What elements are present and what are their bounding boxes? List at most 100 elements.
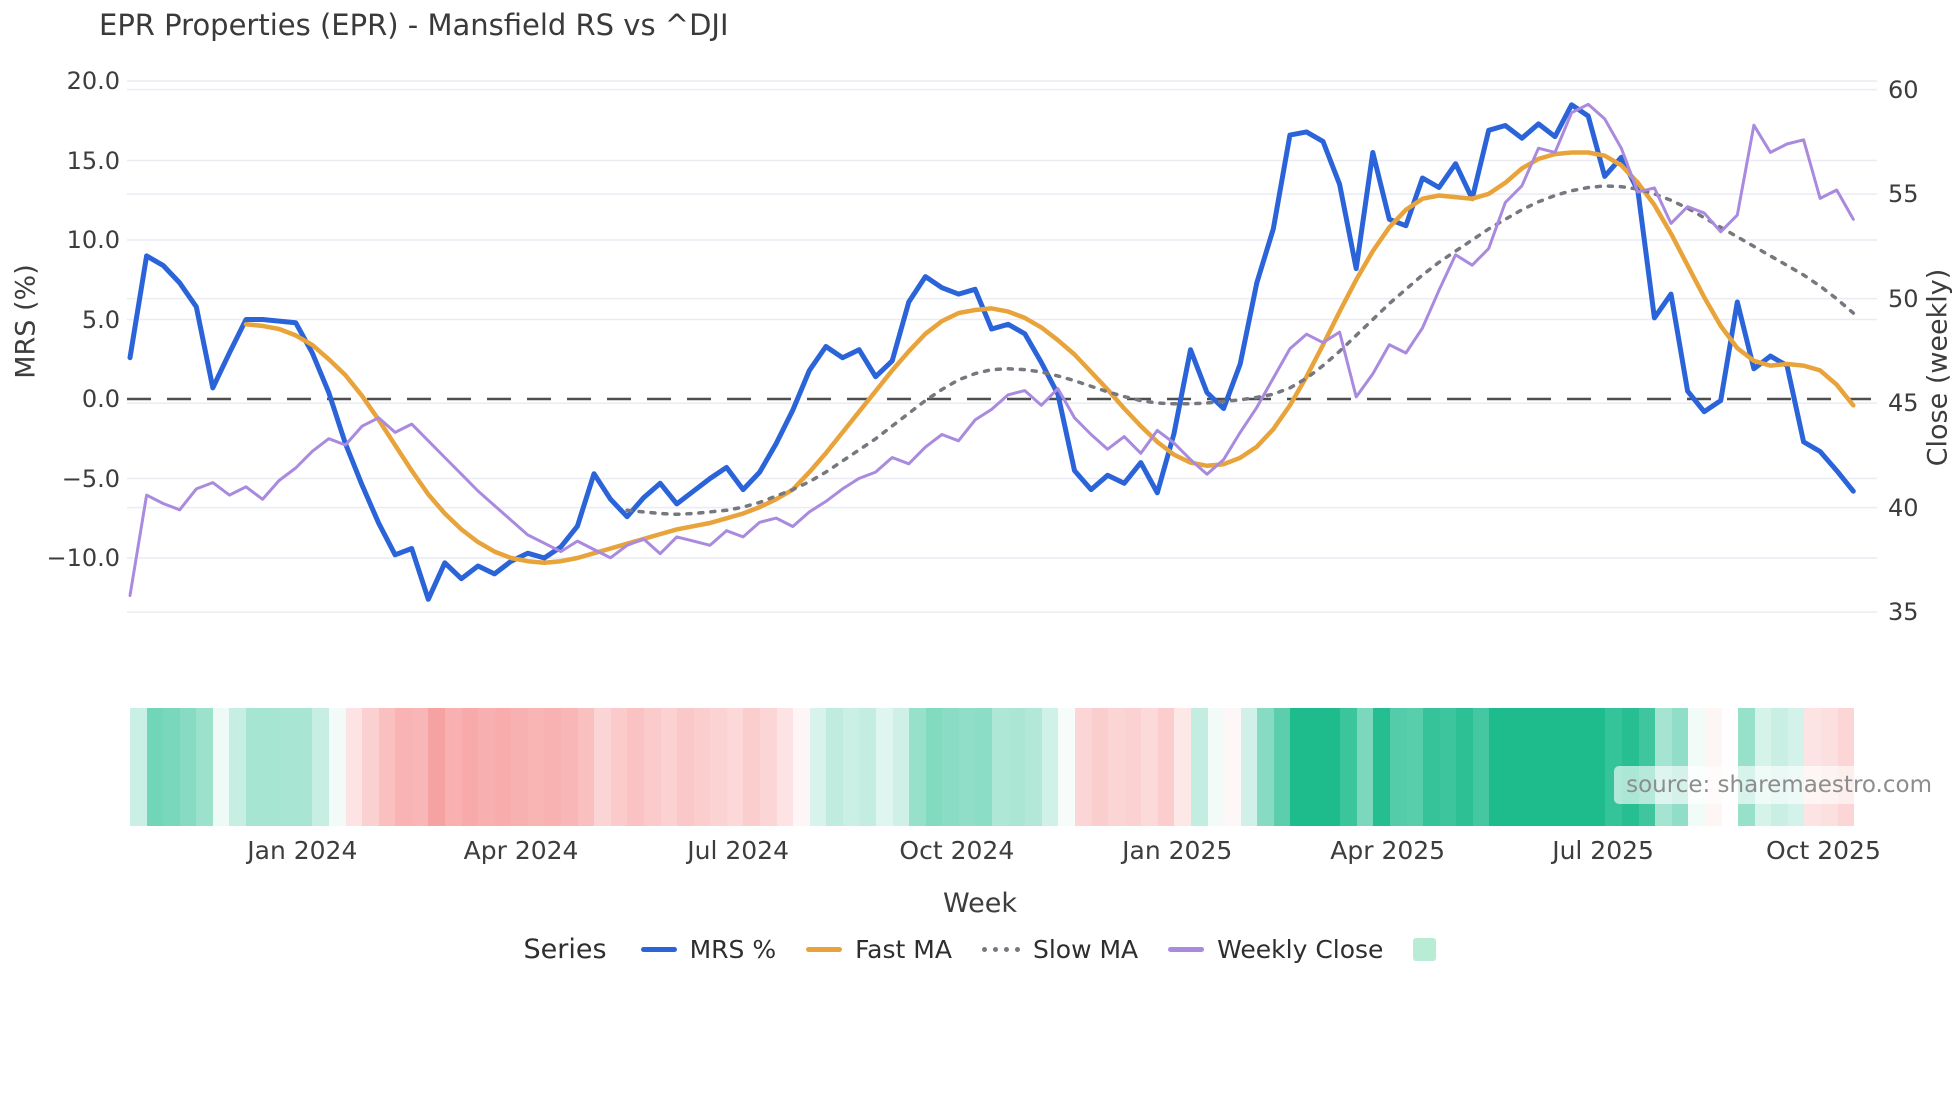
y-right-tick-label: 45 xyxy=(1888,389,1919,418)
y-left-tick-label: 15.0 xyxy=(66,146,120,175)
heatmap-cell xyxy=(362,708,379,826)
heatmap-cell xyxy=(1356,708,1374,826)
heatmap-cell xyxy=(1539,708,1556,826)
heatmap-cell xyxy=(295,708,313,826)
heatmap-cell xyxy=(1406,708,1424,826)
heatmap-cell xyxy=(1091,708,1109,826)
legend-item-slow-ma[interactable]: Slow MA xyxy=(981,935,1139,964)
heatmap-cell xyxy=(1323,708,1341,826)
heatmap-cell xyxy=(1124,708,1142,826)
legend-title: Series xyxy=(523,934,607,965)
heatmap-cell xyxy=(544,708,562,826)
heatmap-cell xyxy=(1273,708,1291,826)
heatmap-cell xyxy=(925,708,943,826)
heatmap-cell xyxy=(710,708,727,826)
heatmap-cell xyxy=(130,708,147,826)
y-right-tick-label: 50 xyxy=(1888,284,1919,313)
heatmap-cell xyxy=(958,708,976,826)
heatmap-cell xyxy=(1240,708,1258,826)
heatmap-cell xyxy=(511,708,528,826)
heatmap-cell xyxy=(1207,708,1225,826)
heatmap-cell xyxy=(1257,708,1274,826)
heatmap-cell xyxy=(1373,708,1390,826)
legend-item-mrs-[interactable]: MRS % xyxy=(640,935,777,964)
heatmap-cell xyxy=(428,708,445,826)
series-line-weekly-close xyxy=(128,102,1855,597)
heatmap-cell xyxy=(793,708,810,826)
heatmap-cell xyxy=(726,708,744,826)
heatmap-cell xyxy=(1505,708,1523,826)
heatmap-cell xyxy=(146,708,164,826)
heatmap-cell xyxy=(328,708,346,826)
series-line-fast-ma xyxy=(243,150,1856,566)
heatmap-cell xyxy=(759,708,777,826)
heatmap-cell xyxy=(395,708,412,826)
heatmap-cell xyxy=(1041,708,1059,826)
heatmap-cell xyxy=(826,708,843,826)
heatmap-cell xyxy=(594,708,611,826)
legend-item-fast-ma[interactable]: Fast MA xyxy=(806,935,952,964)
x-axis-title: Week xyxy=(943,888,1017,919)
heatmap-cell xyxy=(1572,708,1589,826)
heatmap-cell xyxy=(1489,708,1506,826)
y-right-tick-label: 60 xyxy=(1888,75,1919,104)
heatmap-cell xyxy=(312,708,329,826)
heatmap-cell xyxy=(1074,708,1092,826)
heatmap-cell xyxy=(1389,708,1407,826)
heatmap-cell xyxy=(909,708,926,826)
heatmap-cell xyxy=(179,708,197,826)
heatmap-cell xyxy=(610,708,628,826)
chart-title: EPR Properties (EPR) - Mansfield RS vs ^… xyxy=(99,8,729,42)
heatmap-cell xyxy=(163,708,180,826)
heatmap-cell xyxy=(494,708,512,826)
heatmap-cell xyxy=(643,708,661,826)
heatmap-cell xyxy=(279,708,296,826)
y-right-tick-label: 40 xyxy=(1888,493,1919,522)
heatmap-cell xyxy=(677,708,694,826)
heatmap-cell xyxy=(1307,708,1324,826)
x-tick-label: Jul 2025 xyxy=(1552,836,1654,865)
weekly-close-swatch-icon xyxy=(1168,947,1205,952)
heatmap-cell xyxy=(478,708,495,826)
heatmap-cell xyxy=(561,708,578,826)
heatmap-cell xyxy=(444,708,462,826)
legend-item-label: Weekly Close xyxy=(1217,935,1384,964)
legend-item-heatmap[interactable] xyxy=(1413,938,1437,961)
heatmap-cell xyxy=(1224,708,1241,826)
heatmap-cell xyxy=(809,708,827,826)
heatmap-cell xyxy=(262,708,280,826)
heatmap-cell xyxy=(229,708,247,826)
heatmap-cell xyxy=(776,708,794,826)
heatmap-cell xyxy=(842,708,860,826)
heatmap-cell xyxy=(527,708,545,826)
heatmap-cell xyxy=(246,708,263,826)
heatmap-cell xyxy=(345,708,363,826)
heatmap-cell xyxy=(876,708,893,826)
heatmap-cell xyxy=(1340,708,1357,826)
heatmap-cell xyxy=(1456,708,1473,826)
heatmap-cell xyxy=(1058,708,1075,826)
series-line-mrs- xyxy=(127,102,1856,602)
y-left-tick-label: 0.0 xyxy=(81,385,120,413)
heatmap-cell xyxy=(378,708,396,826)
heatmap-cell xyxy=(1025,708,1042,826)
y-left-tick-label: 5.0 xyxy=(81,305,120,334)
heatmap-cell xyxy=(411,708,429,826)
heatmap-cell xyxy=(743,708,760,826)
heatmap-cell xyxy=(1157,708,1175,826)
legend-item-label: MRS % xyxy=(689,935,777,964)
heatmap-cell xyxy=(975,708,993,826)
legend-item-weekly-close[interactable]: Weekly Close xyxy=(1168,935,1383,964)
heatmap-cell xyxy=(660,708,678,826)
x-tick-label: Jan 2024 xyxy=(247,836,358,865)
heatmap-cell xyxy=(461,708,479,826)
source-attribution: source: sharemaestro.com xyxy=(1614,766,1944,804)
heatmap-cell xyxy=(1423,708,1440,826)
heatmap-cell xyxy=(1472,708,1490,826)
x-tick-label: Apr 2025 xyxy=(1330,836,1446,865)
heatmap-cell xyxy=(1008,708,1026,826)
heatmap-cell xyxy=(196,708,213,826)
legend-item-label: Slow MA xyxy=(1032,935,1139,964)
legend-item-label: Fast MA xyxy=(855,935,952,964)
